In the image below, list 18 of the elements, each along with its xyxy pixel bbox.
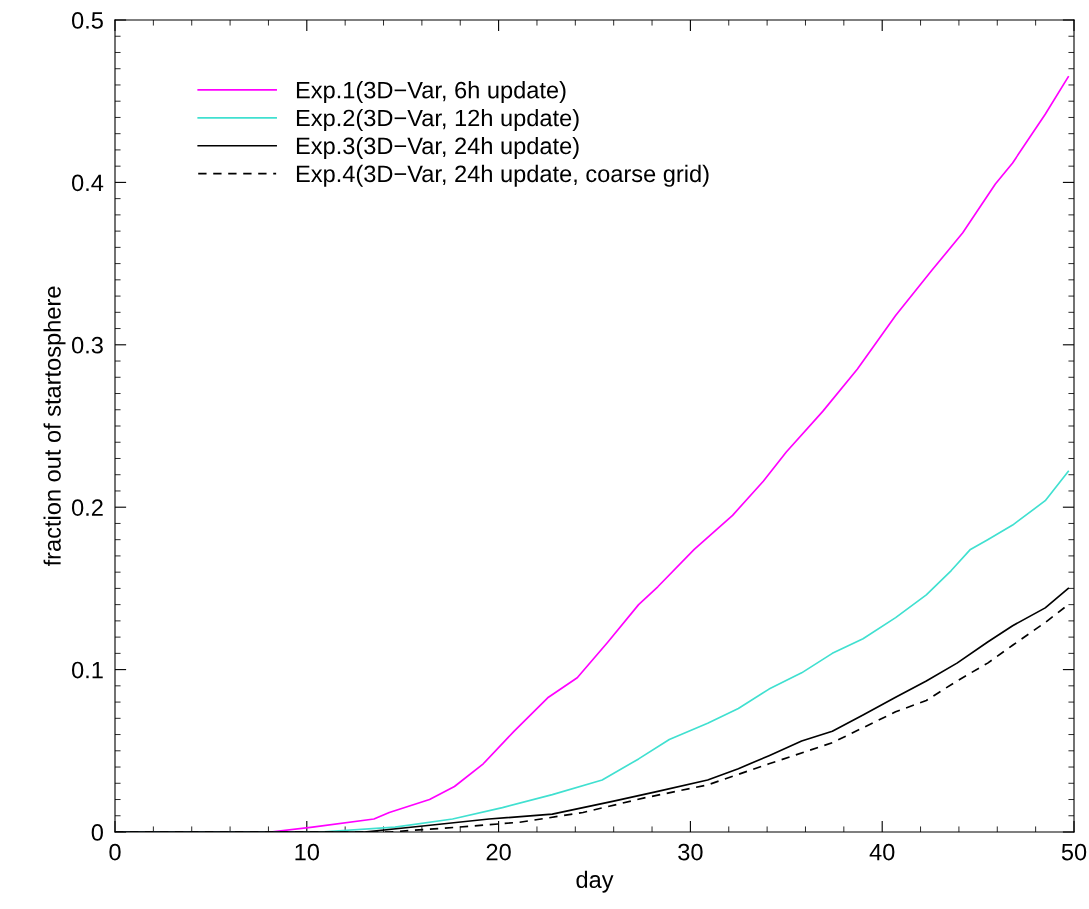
y-tick-label: 0.4 <box>71 174 104 192</box>
y-tick-label: 0 <box>91 824 103 841</box>
x-tick-label: 40 <box>869 843 895 861</box>
legend-label: Exp.3(3D−Var, 24h update) <box>296 136 579 159</box>
x-axis-title: day <box>576 870 614 893</box>
x-tick-label: 30 <box>678 843 703 861</box>
y-axis-title: fraction out of startosphere <box>43 286 66 567</box>
y-tick-label: 0.1 <box>71 661 103 679</box>
legend-label: Exp.2(3D−Var, 12h update) <box>296 109 579 132</box>
x-tick-label: 20 <box>486 843 511 861</box>
x-tick-label: 0 <box>109 843 121 861</box>
y-tick-label: 0.2 <box>71 499 103 516</box>
x-tick-label: 10 <box>295 843 320 861</box>
y-tick-label: 0.3 <box>71 336 103 354</box>
x-tick-label: 50 <box>1061 843 1087 861</box>
legend-label: Exp.4(3D−Var, 24h update, coarse grid) <box>296 164 709 187</box>
legend-label: Exp.1(3D−Var, 6h update) <box>296 81 566 104</box>
y-tick-label: 0.5 <box>71 12 103 29</box>
